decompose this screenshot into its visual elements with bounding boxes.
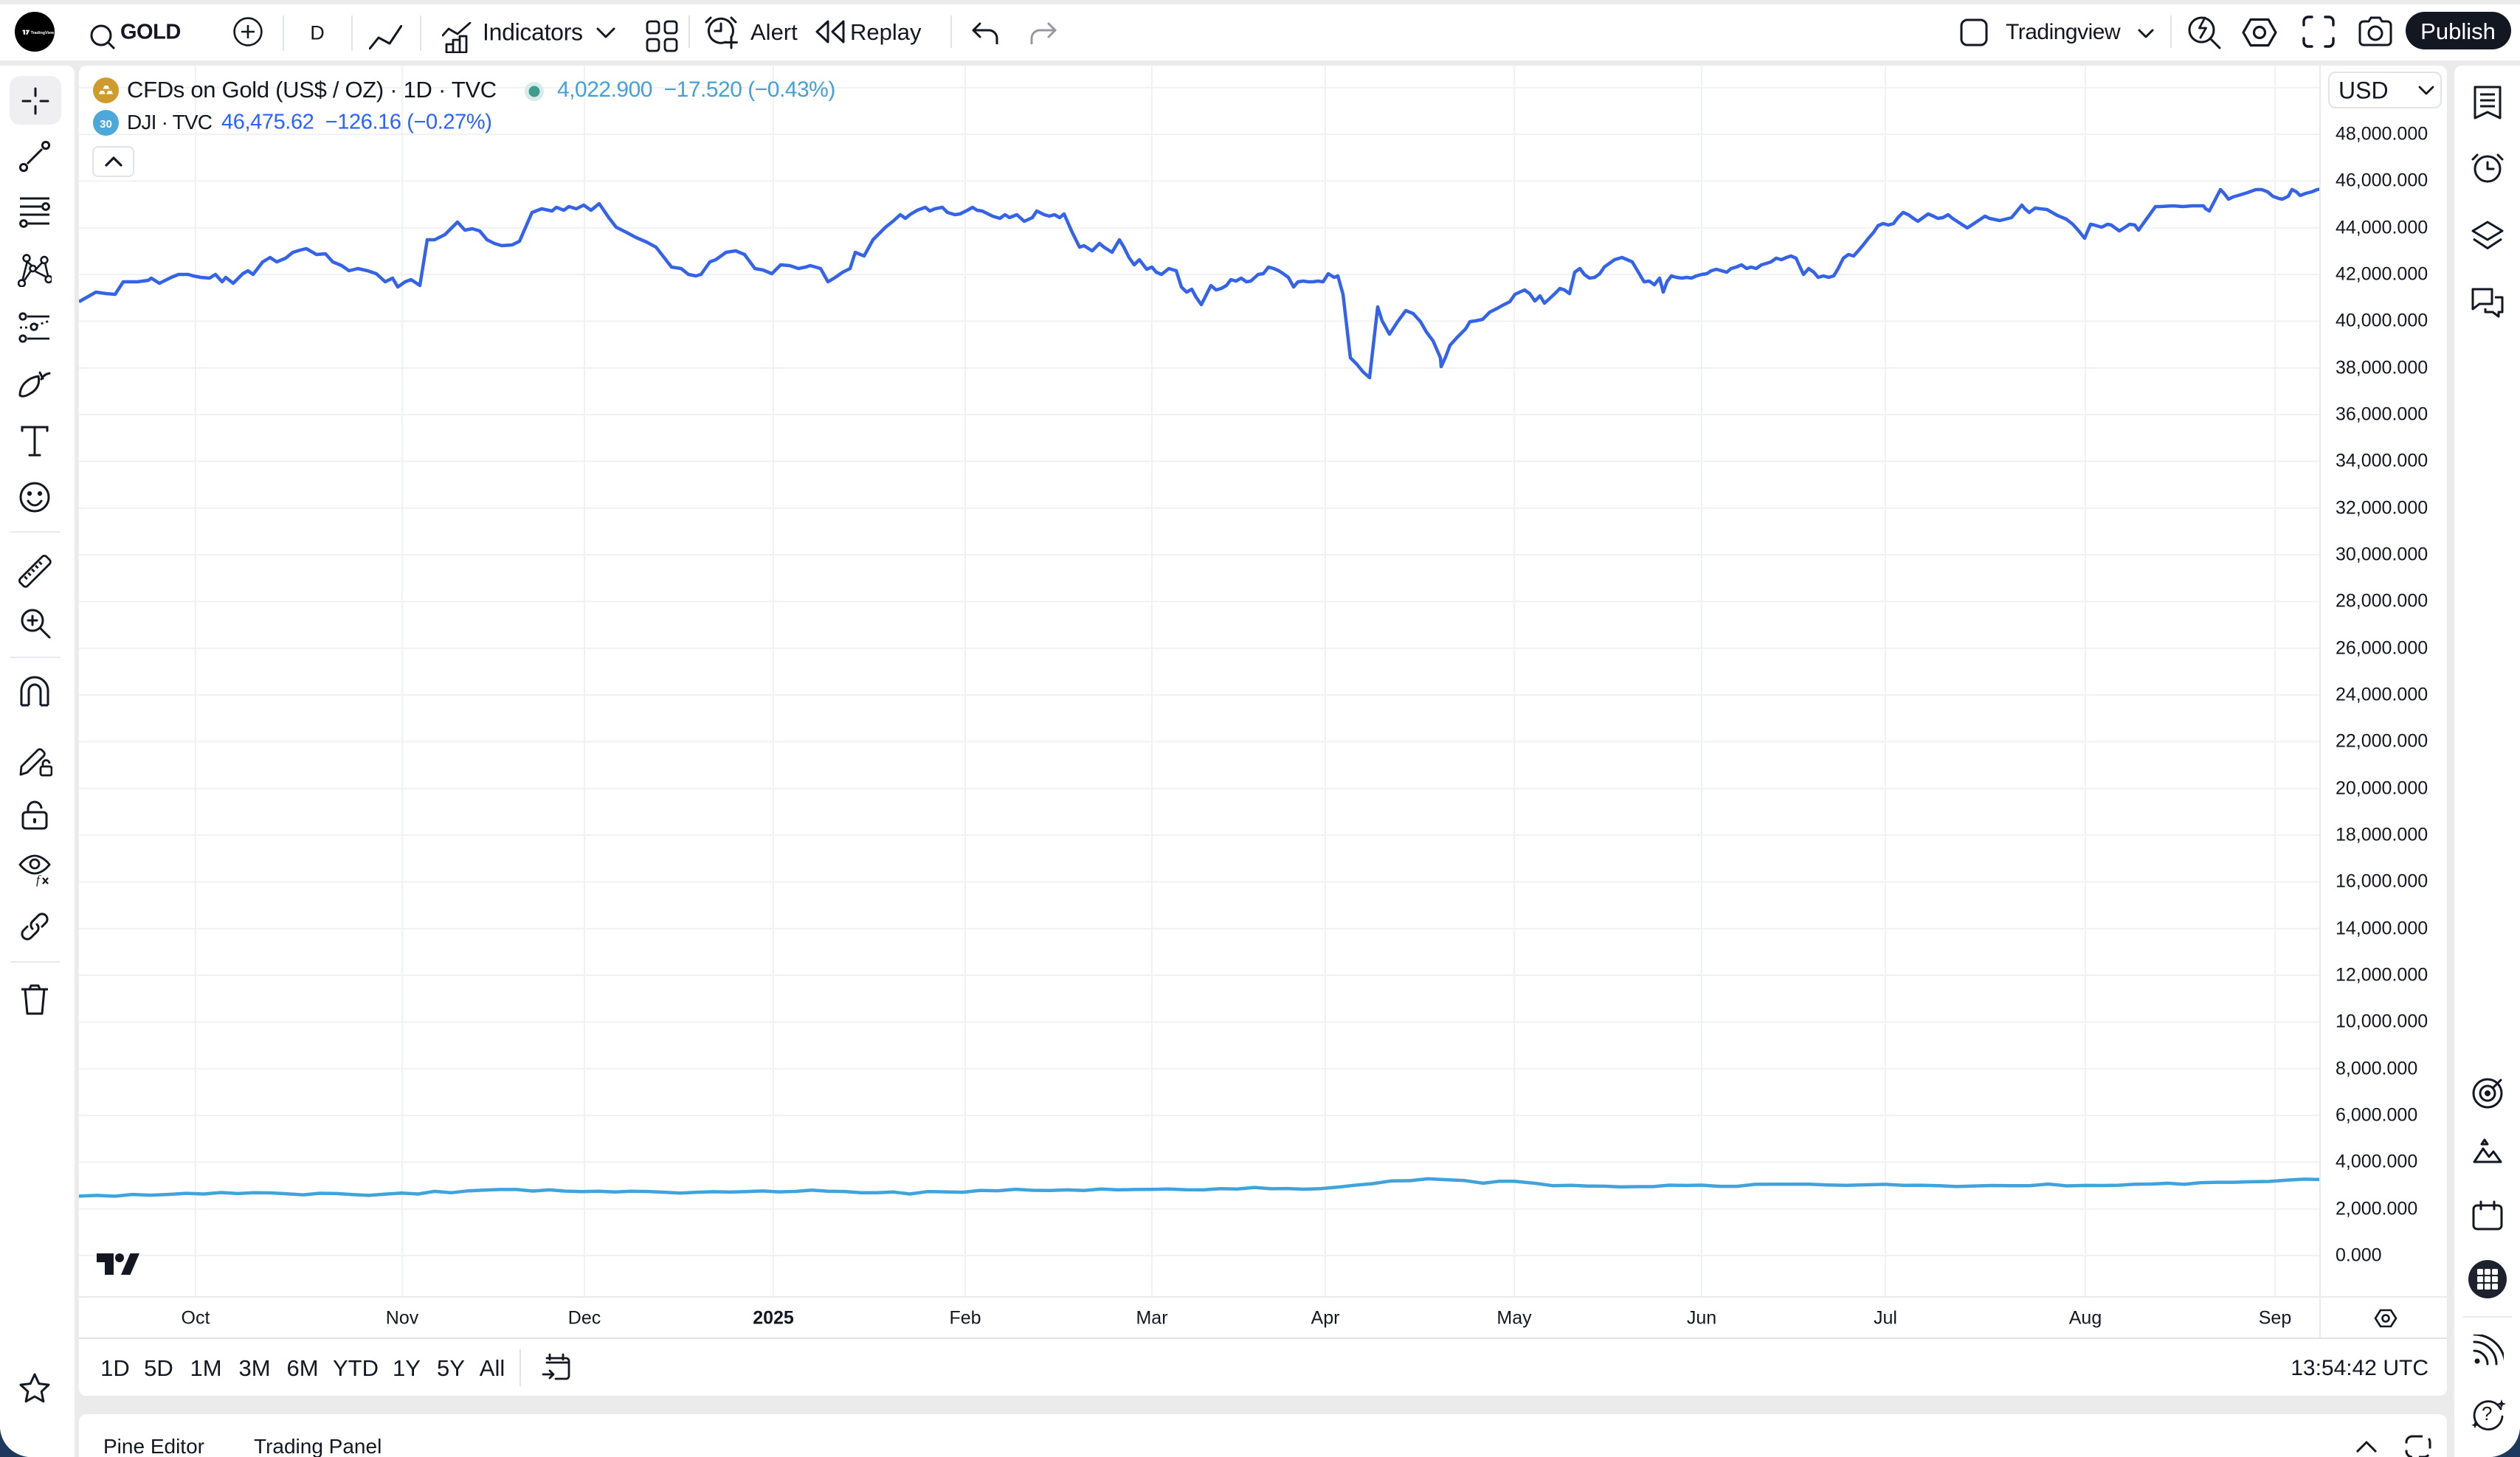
svg-text:f: f xyxy=(36,873,41,887)
svg-text:?: ? xyxy=(2482,1402,2492,1425)
svg-text:TradingView: TradingView xyxy=(31,31,55,35)
svg-text:30: 30 xyxy=(100,118,112,131)
